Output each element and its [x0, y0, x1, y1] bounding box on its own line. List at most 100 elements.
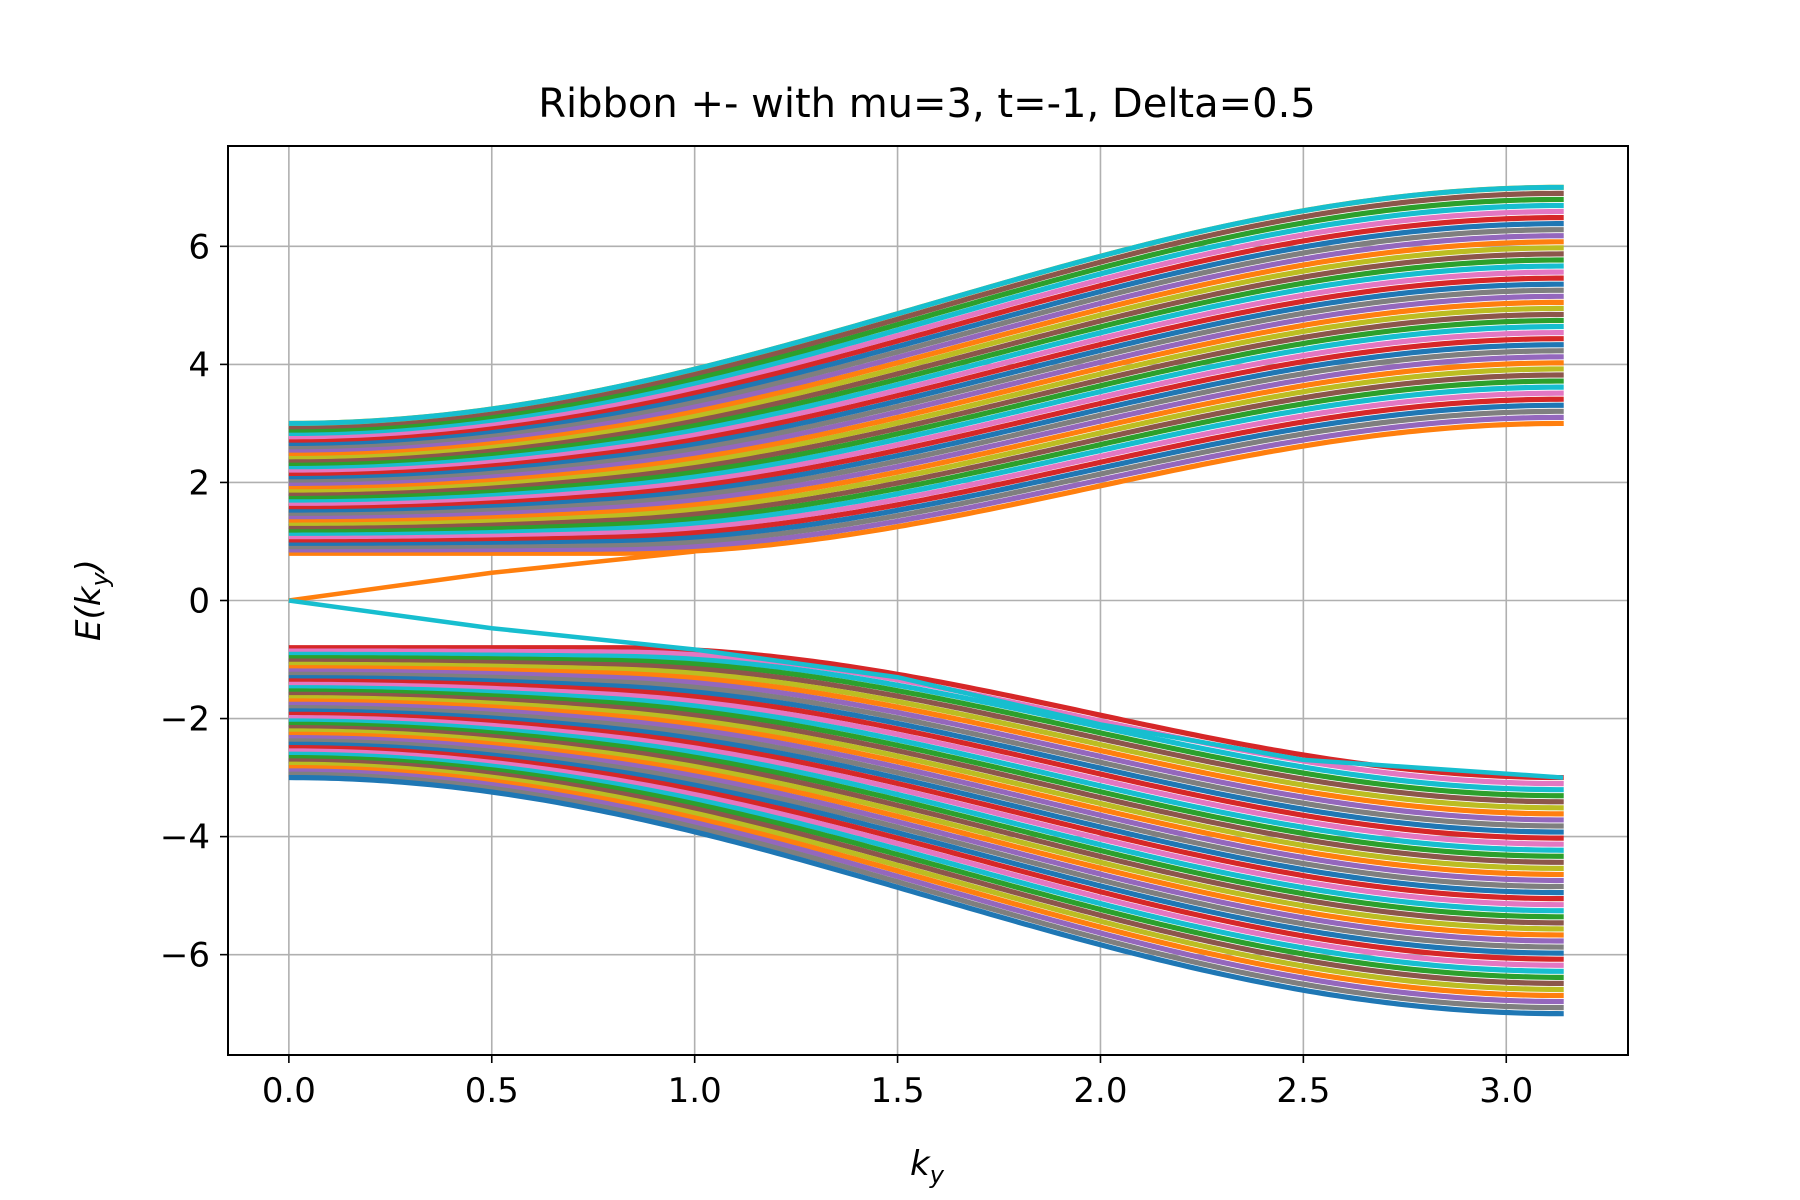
lower-band-line-5 [288, 661, 1564, 811]
lower-band-line-22 [288, 718, 1564, 914]
lower-band-line-37 [288, 768, 1564, 1005]
upper-band-line-11 [288, 354, 1564, 520]
upper-band-line-2 [288, 408, 1564, 550]
lower-band-line-8 [288, 671, 1564, 829]
lower-band-line-3 [288, 655, 1564, 799]
upper-band-line-36 [288, 202, 1564, 437]
upper-band-line-4 [288, 396, 1564, 543]
upper-band-line-15 [288, 330, 1564, 506]
upper-band-line-20 [288, 299, 1564, 490]
upper-band-line-7 [288, 378, 1564, 533]
upper-band-line-27 [288, 257, 1564, 466]
y-tick-label-0: −6 [160, 936, 210, 976]
lower-band-line-32 [288, 751, 1564, 974]
grid-lines [228, 146, 1628, 1055]
upper-band-line-21 [288, 293, 1564, 486]
x-tick-label-6: 3.0 [1479, 1071, 1533, 1111]
lower-band-line-14 [288, 691, 1564, 865]
y-tick-label-1: −4 [160, 818, 210, 858]
upper-band-line-17 [288, 317, 1564, 500]
x-tick-label-0: 0.0 [262, 1071, 316, 1111]
x-tick-label-3: 1.5 [871, 1071, 925, 1111]
lower-band-line-30 [288, 745, 1564, 962]
lower-band-line-24 [288, 725, 1564, 926]
y-tick-label-4: 2 [188, 463, 210, 503]
y-axis-label-sub: y [86, 572, 114, 588]
upper-band-line-9 [288, 366, 1564, 526]
lower-band-line-29 [288, 741, 1564, 956]
lower-band-line-38 [288, 771, 1564, 1011]
x-tick-label-5: 2.5 [1276, 1071, 1330, 1111]
upper-band-line-18 [288, 311, 1564, 496]
y-axis-label-base: E(k [69, 585, 109, 641]
lower-band-line-18 [288, 705, 1564, 890]
upper-band-line-34 [288, 214, 1564, 443]
lower-band-line-20 [288, 711, 1564, 902]
upper-band-line-14 [288, 336, 1564, 510]
lower-band-line-26 [288, 731, 1564, 938]
upper-band-line-24 [288, 275, 1564, 476]
upper-band-line-1 [288, 414, 1564, 553]
upper-band-line-31 [288, 233, 1564, 453]
upper-band-line-35 [288, 208, 1564, 440]
lower-band-line-33 [288, 755, 1564, 980]
x-tick-label-1: 0.5 [465, 1071, 519, 1111]
x-tick-label-4: 2.0 [1073, 1071, 1127, 1111]
y-tick-label-5: 4 [188, 345, 210, 385]
lower-band-line-36 [288, 764, 1564, 999]
upper-band-line-8 [288, 372, 1564, 530]
x-axis-label-base: k [910, 1144, 931, 1184]
upper-band-line-30 [288, 239, 1564, 456]
lower-band-line-25 [288, 728, 1564, 932]
upper-band-line-0 [288, 420, 1564, 556]
upper-band-outer-edge [288, 184, 1564, 426]
lower-band-line-35 [288, 761, 1564, 993]
upper-band-line-12 [288, 348, 1564, 516]
upper-band-line-32 [288, 227, 1564, 450]
upper-band-line-38 [288, 190, 1564, 430]
y-axis-label-close: ) [69, 559, 109, 575]
lower-band-line-4 [288, 658, 1564, 805]
upper-band-line-37 [288, 196, 1564, 433]
upper-band-line-13 [288, 342, 1564, 513]
lower-band-line-21 [288, 715, 1564, 908]
edge-state-line-2 [288, 549, 695, 603]
x-tick-label-2: 1.0 [668, 1071, 722, 1111]
data-series [288, 184, 1564, 1017]
lower-band-line-6 [288, 665, 1564, 817]
upper-band-line-5 [288, 390, 1564, 540]
lower-band-line-2 [288, 651, 1564, 793]
lower-band-line-28 [288, 738, 1564, 950]
lower-band-line-13 [288, 688, 1564, 859]
lower-band-line-16 [288, 698, 1564, 878]
lower-band-line-11 [288, 681, 1564, 847]
upper-band-line-23 [288, 281, 1564, 480]
lower-band-line-7 [288, 668, 1564, 823]
chart-title: Ribbon +- with mu=3, t=-1, Delta=0.5 [538, 81, 1316, 127]
lower-band-line-23 [288, 721, 1564, 920]
y-tick-label-2: −2 [160, 700, 210, 740]
upper-band-line-19 [288, 305, 1564, 493]
edge-state-line-3 [288, 598, 1564, 780]
lower-band-line-12 [288, 685, 1564, 853]
lower-band-line-10 [288, 678, 1564, 841]
x-axis-label-sub: y [929, 1161, 945, 1189]
x-axis-ticks: 0.0 0.5 1.0 1.5 2.0 2.5 3.0 [262, 1055, 1533, 1111]
upper-band-line-28 [288, 251, 1564, 463]
y-tick-label-3: 0 [188, 582, 210, 622]
lower-band-line-31 [288, 748, 1564, 968]
lower-band-line-17 [288, 701, 1564, 884]
lower-band-line-27 [288, 735, 1564, 944]
upper-band-line-3 [288, 402, 1564, 546]
lower-band-line-34 [288, 758, 1564, 987]
y-tick-label-6: 6 [188, 227, 210, 267]
x-axis-label: ky [910, 1144, 945, 1189]
lower-band-line-15 [288, 695, 1564, 871]
lower-band-line-9 [288, 675, 1564, 835]
upper-band-line-29 [288, 245, 1564, 460]
lower-band-line-39 [288, 774, 1564, 1017]
upper-band-line-26 [288, 263, 1564, 470]
upper-band-line-22 [288, 287, 1564, 483]
y-axis-ticks: −6 −4 −2 0 2 4 6 [160, 227, 228, 976]
